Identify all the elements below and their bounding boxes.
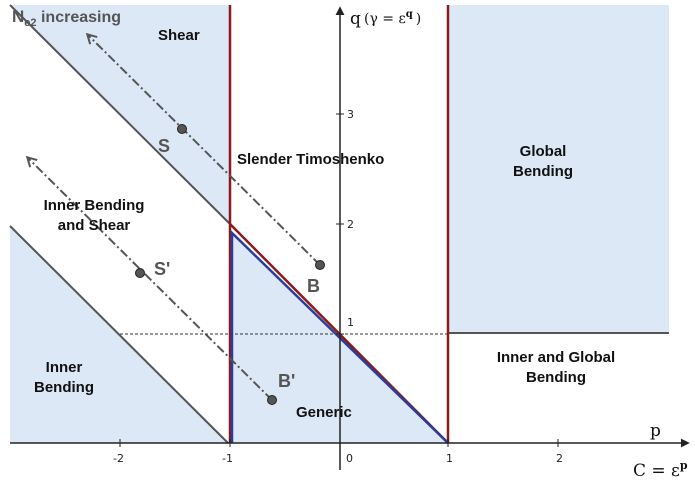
label-inner-bending-shear-2: and Shear xyxy=(58,217,131,234)
x-tick-label-neg2: -2 xyxy=(113,452,124,465)
label-inner-global-bending-1: Inner and Global xyxy=(497,349,615,366)
gamma-expression: (γ = εq) xyxy=(364,9,421,27)
ne2-prefix: N xyxy=(12,7,24,26)
gamma-close-text: ) xyxy=(416,11,421,27)
label-inner-bending-1: Inner xyxy=(46,359,83,376)
boundary-shear-diagonal xyxy=(9,4,231,225)
blue-generic-outline xyxy=(230,230,449,444)
label-inner-bending-2: Bending xyxy=(34,379,94,396)
boundary-inner-bending-diagonal xyxy=(9,225,229,444)
p-axis-label: p xyxy=(650,421,661,441)
c-expr-text: C = ε xyxy=(633,461,680,481)
ne2-suffix: increasing xyxy=(37,9,121,26)
label-generic: Generic xyxy=(296,404,352,421)
label-inner-bending-shear-1: Inner Bending xyxy=(44,197,145,214)
ne2-sub: e2 xyxy=(24,17,36,29)
q-axis-label: q xyxy=(350,9,361,29)
point-sprime xyxy=(135,268,145,278)
y-tick-label-3: 3 xyxy=(347,108,354,121)
point-b xyxy=(315,260,325,270)
label-point-b: B xyxy=(307,276,320,296)
x-tick-label-0: 0 xyxy=(346,452,353,465)
gamma-exp-text: q xyxy=(406,9,413,20)
x-tick-label-1: 1 xyxy=(446,452,453,465)
label-point-s: S xyxy=(158,136,170,156)
label-global-bending-1: Global xyxy=(520,143,567,160)
trajectory-bprime-to-sprime xyxy=(28,158,273,401)
label-point-sprime: S' xyxy=(154,259,170,279)
label-point-bprime: B' xyxy=(278,371,295,391)
x-tick-label-neg1: -1 xyxy=(222,452,233,465)
trajectory-b-to-s xyxy=(88,35,321,266)
c-expression: C = εp xyxy=(633,459,688,481)
y-tick-label-2: 2 xyxy=(347,218,354,231)
x-tick-label-2: 2 xyxy=(556,452,563,465)
label-inner-global-bending-2: Bending xyxy=(526,369,586,386)
y-tick-label-1: 1 xyxy=(347,316,354,329)
c-exp-text: p xyxy=(680,459,688,472)
gamma-expr-text: (γ = ε xyxy=(364,11,406,27)
point-s xyxy=(177,124,187,134)
ne2-increasing-label: Ne2 increasing xyxy=(12,7,121,29)
label-global-bending-2: Bending xyxy=(513,163,573,180)
point-bprime xyxy=(267,395,277,405)
label-shear: Shear xyxy=(158,27,200,44)
region-global-bending xyxy=(449,5,669,333)
label-slender-timoshenko: Slender Timoshenko xyxy=(237,151,384,168)
